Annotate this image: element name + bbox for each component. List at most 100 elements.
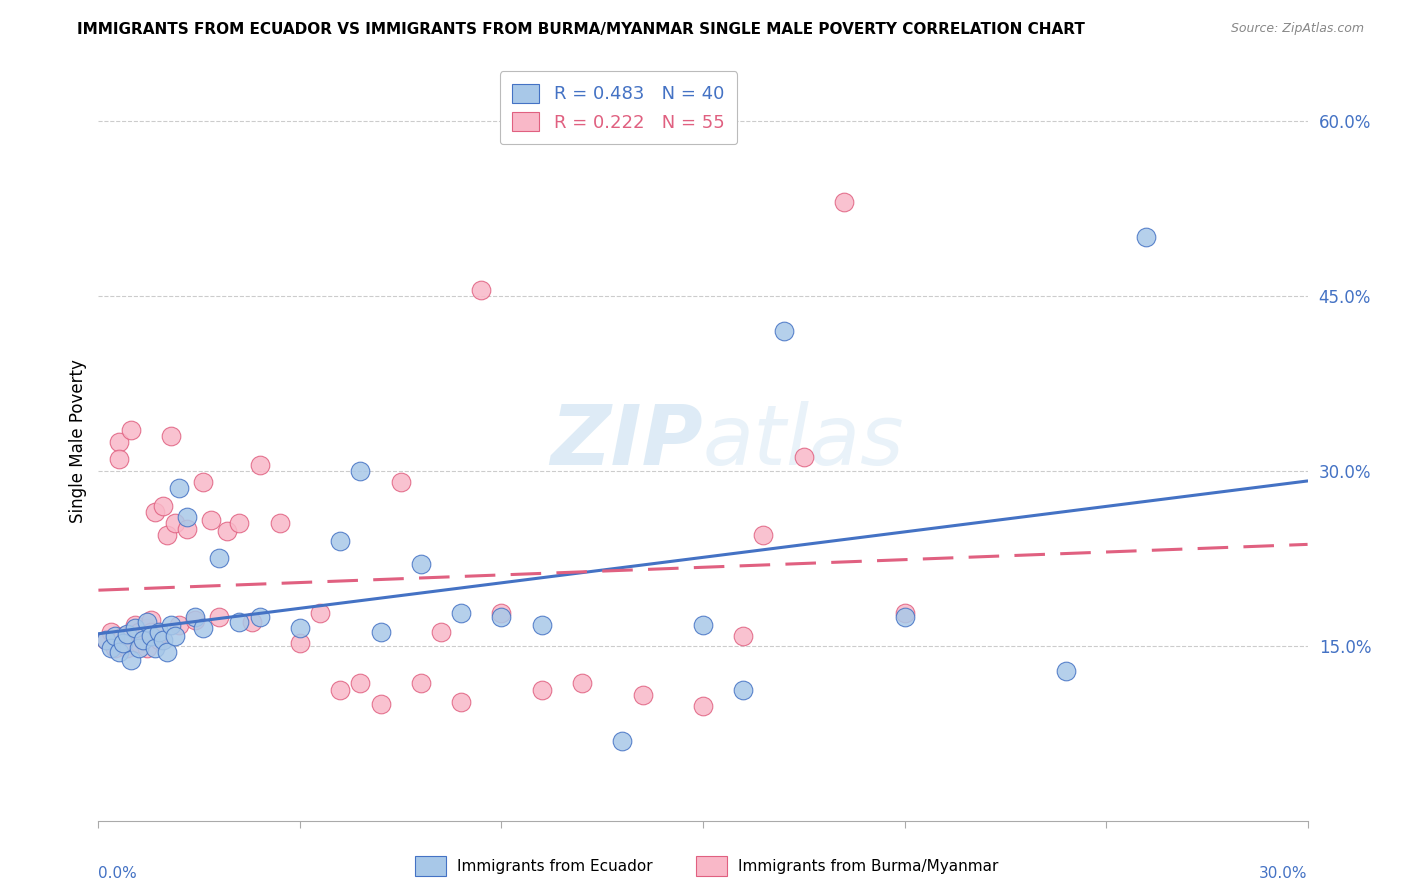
Point (470, 283, 492, 297)
Point (139, 624, 162, 639)
Point (228, 615, 250, 630)
Point (370, 624, 392, 639)
Point (249, 609, 271, 624)
Text: Immigrants from Burma/Myanmar: Immigrants from Burma/Myanmar (738, 859, 998, 873)
Point (156, 644, 179, 658)
Point (249, 458, 271, 472)
Point (349, 676, 371, 690)
Point (692, 699, 714, 714)
Text: atlas: atlas (703, 401, 904, 482)
Point (135, 621, 157, 635)
Point (103, 629, 125, 643)
Point (115, 627, 138, 641)
Point (156, 528, 179, 542)
Point (1135, 230, 1157, 244)
Point (491, 609, 513, 624)
Point (135, 640, 157, 655)
Point (269, 516, 291, 531)
Point (163, 516, 186, 531)
Point (530, 683, 553, 698)
Point (288, 636, 311, 650)
Point (176, 522, 198, 536)
Point (120, 653, 142, 667)
Point (167, 481, 190, 495)
Text: Source: ZipAtlas.com: Source: ZipAtlas.com (1230, 22, 1364, 36)
Point (288, 621, 311, 635)
Point (124, 621, 146, 635)
Point (491, 606, 513, 620)
Point (120, 627, 142, 641)
Text: ZIP: ZIP (550, 401, 703, 482)
Point (132, 632, 155, 647)
Point (160, 617, 183, 632)
Point (612, 734, 634, 748)
Point (389, 475, 412, 490)
Point (128, 636, 150, 650)
Point (450, 695, 472, 709)
Point (329, 533, 352, 548)
Text: 30.0%: 30.0% (1260, 866, 1308, 881)
Point (208, 609, 231, 624)
Point (128, 640, 150, 655)
Point (107, 644, 129, 658)
Point (631, 688, 654, 702)
Point (184, 609, 207, 624)
Point (107, 452, 129, 467)
Point (184, 613, 207, 627)
Point (115, 640, 138, 655)
Text: 0.0%: 0.0% (98, 866, 138, 881)
Point (692, 617, 714, 632)
Point (135, 615, 157, 630)
Point (832, 195, 855, 210)
Point (193, 621, 215, 635)
Point (111, 629, 134, 643)
Point (120, 423, 142, 437)
Point (430, 624, 453, 639)
Point (793, 450, 815, 464)
Point (163, 629, 186, 643)
Point (96, 632, 118, 647)
Point (100, 640, 122, 655)
Point (240, 615, 263, 630)
Point (160, 428, 183, 442)
Point (152, 499, 174, 513)
Point (208, 551, 231, 566)
Point (370, 697, 392, 711)
Point (733, 683, 755, 698)
Point (111, 636, 134, 650)
Text: IMMIGRANTS FROM ECUADOR VS IMMIGRANTS FROM BURMA/MYANMAR SINGLE MALE POVERTY COR: IMMIGRANTS FROM ECUADOR VS IMMIGRANTS FR… (77, 22, 1085, 37)
Point (450, 606, 472, 620)
Point (193, 475, 215, 490)
Text: Immigrants from Ecuador: Immigrants from Ecuador (457, 859, 652, 873)
Point (148, 632, 170, 647)
Point (103, 640, 125, 655)
Point (772, 324, 794, 338)
Point (107, 434, 129, 449)
Point (176, 510, 198, 524)
Point (409, 676, 432, 690)
Point (349, 464, 371, 478)
Point (1054, 665, 1077, 679)
Point (128, 624, 150, 639)
Point (96, 632, 118, 647)
Point (752, 528, 775, 542)
Point (329, 683, 352, 698)
Point (893, 606, 915, 620)
Point (217, 524, 239, 539)
Point (228, 516, 250, 531)
Point (132, 632, 155, 647)
Point (309, 606, 332, 620)
Point (124, 617, 146, 632)
Y-axis label: Single Male Poverty: Single Male Poverty (69, 359, 87, 524)
Point (893, 609, 915, 624)
Point (571, 676, 593, 690)
Point (139, 629, 162, 643)
Point (152, 632, 174, 647)
Point (167, 617, 190, 632)
Point (100, 624, 122, 639)
Point (139, 613, 162, 627)
Point (143, 640, 166, 655)
Point (733, 629, 755, 643)
Point (530, 617, 553, 632)
Point (200, 513, 222, 527)
